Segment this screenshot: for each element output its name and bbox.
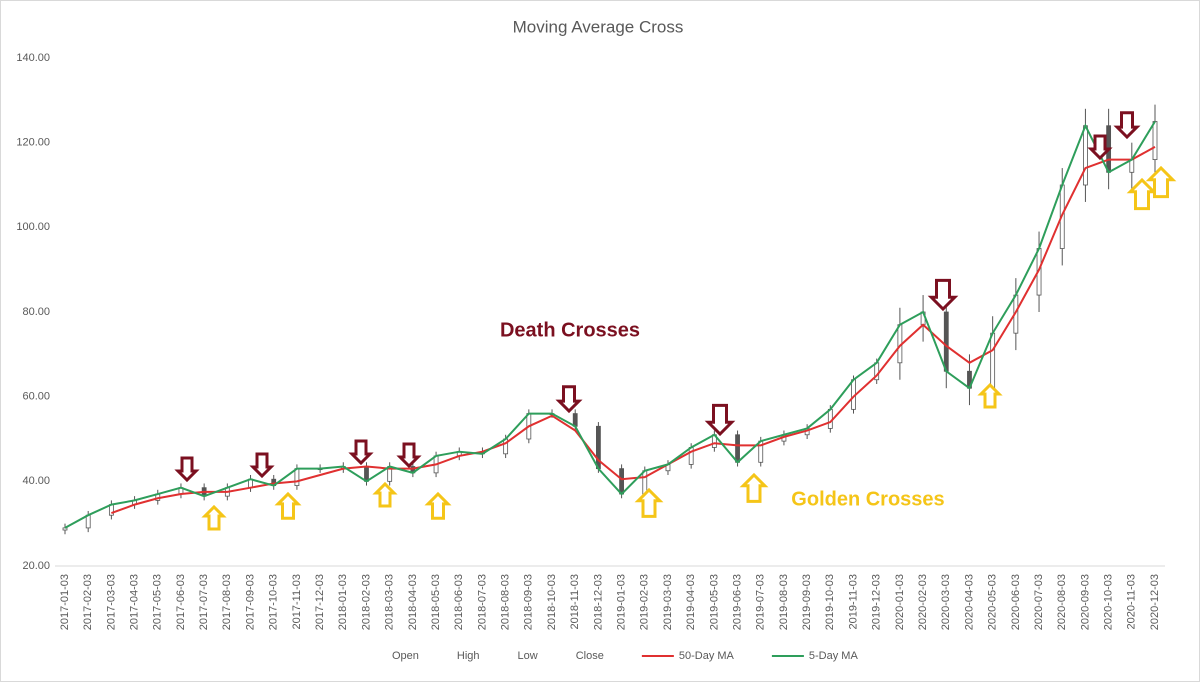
x-tick-label: 2020-10-03 bbox=[1103, 574, 1115, 630]
y-tick-label: 20.00 bbox=[22, 560, 50, 572]
x-tick-label: 2018-11-03 bbox=[569, 574, 581, 629]
annotation: Death Crosses bbox=[500, 319, 640, 341]
x-tick-label: 2019-05-03 bbox=[708, 574, 720, 630]
arrow bbox=[739, 472, 769, 503]
y-tick-label: 80.00 bbox=[22, 306, 50, 318]
candle-body bbox=[827, 408, 833, 429]
x-tick-label: 2020-07-03 bbox=[1033, 574, 1045, 630]
x-tick-label: 2017-07-03 bbox=[198, 574, 210, 630]
candle-body bbox=[735, 434, 740, 463]
candle-body bbox=[688, 447, 694, 465]
y-tick-label: 140.00 bbox=[16, 52, 50, 64]
legend-label: Open bbox=[392, 650, 419, 662]
x-tick-label: 2018-09-03 bbox=[523, 574, 535, 630]
x-tick-label: 2018-06-03 bbox=[453, 574, 465, 630]
arrow bbox=[372, 481, 398, 508]
ma-line bbox=[64, 120, 1156, 529]
x-tick-label: 2017-09-03 bbox=[244, 574, 256, 630]
arrow bbox=[424, 491, 452, 520]
x-tick-label: 2020-03-03 bbox=[940, 574, 952, 630]
x-tick-label: 2019-12-03 bbox=[871, 574, 883, 630]
candle-body bbox=[294, 468, 300, 486]
arrow bbox=[348, 439, 374, 466]
legend-label: 50-Day MA bbox=[679, 650, 735, 662]
candle-body bbox=[943, 311, 949, 372]
arrow bbox=[927, 278, 959, 312]
x-tick-label: 2017-08-03 bbox=[221, 574, 233, 630]
x-tick-label: 2017-02-03 bbox=[82, 574, 94, 630]
arrow bbox=[1126, 177, 1158, 211]
y-tick-label: 60.00 bbox=[22, 391, 50, 403]
arrow bbox=[249, 452, 275, 479]
x-tick-label: 2019-07-03 bbox=[755, 574, 767, 630]
x-tick-label: 2019-02-03 bbox=[639, 574, 651, 630]
x-tick-label: 2020-11-03 bbox=[1126, 574, 1138, 629]
y-tick-label: 120.00 bbox=[16, 137, 50, 149]
x-tick-label: 2018-07-03 bbox=[476, 574, 488, 630]
arrow bbox=[201, 504, 227, 531]
x-tick-label: 2020-09-03 bbox=[1079, 574, 1091, 630]
x-tick-label: 2017-06-03 bbox=[175, 574, 187, 630]
legend-label: High bbox=[457, 650, 480, 662]
x-tick-label: 2019-06-03 bbox=[731, 574, 743, 630]
arrow bbox=[704, 403, 736, 437]
x-tick-label: 2020-04-03 bbox=[963, 574, 975, 630]
x-tick-label: 2020-01-03 bbox=[894, 574, 906, 630]
legend-label: Low bbox=[518, 650, 538, 662]
x-tick-label: 2017-01-03 bbox=[59, 574, 71, 630]
x-tick-label: 2020-06-03 bbox=[1010, 574, 1022, 630]
x-tick-label: 2020-08-03 bbox=[1056, 574, 1068, 630]
x-tick-label: 2018-01-03 bbox=[337, 574, 349, 630]
x-tick-label: 2017-10-03 bbox=[268, 574, 280, 630]
y-tick-label: 100.00 bbox=[16, 221, 50, 233]
x-tick-label: 2020-02-03 bbox=[917, 574, 929, 630]
annotation: Golden Crosses bbox=[791, 488, 944, 510]
x-tick-label: 2019-03-03 bbox=[662, 574, 674, 630]
x-tick-label: 2018-12-03 bbox=[592, 574, 604, 630]
x-tick-label: 2017-04-03 bbox=[128, 574, 140, 630]
arrow bbox=[396, 442, 422, 469]
arrow bbox=[977, 382, 1003, 409]
legend-label: 5-Day MA bbox=[809, 650, 859, 662]
candle-body bbox=[642, 470, 648, 495]
x-tick-label: 2019-08-03 bbox=[778, 574, 790, 630]
x-tick-label: 2019-10-03 bbox=[824, 574, 836, 630]
candle-body bbox=[990, 332, 996, 389]
x-tick-label: 2020-05-03 bbox=[987, 574, 999, 630]
arrow bbox=[1145, 165, 1177, 199]
x-tick-label: 2018-10-03 bbox=[546, 574, 558, 630]
candle-body bbox=[364, 466, 369, 482]
arrow bbox=[1113, 111, 1141, 140]
y-tick-label: 40.00 bbox=[22, 475, 50, 487]
arrow bbox=[634, 487, 664, 518]
chart-title: Moving Average Cross bbox=[513, 17, 684, 36]
x-tick-label: 2018-08-03 bbox=[500, 574, 512, 630]
x-tick-label: 2018-03-03 bbox=[384, 574, 396, 630]
x-tick-label: 2017-11-03 bbox=[291, 574, 303, 629]
arrow bbox=[274, 491, 302, 520]
x-tick-label: 2019-09-03 bbox=[801, 574, 813, 630]
candle-body bbox=[1083, 125, 1088, 186]
legend-label: Close bbox=[576, 650, 604, 662]
arrow bbox=[1087, 134, 1113, 161]
x-tick-label: 2018-02-03 bbox=[360, 574, 372, 630]
x-tick-label: 2018-04-03 bbox=[407, 574, 419, 630]
x-tick-label: 2017-12-03 bbox=[314, 574, 326, 630]
arrow bbox=[174, 456, 200, 483]
x-tick-label: 2020-12-03 bbox=[1149, 574, 1161, 630]
x-tick-label: 2019-01-03 bbox=[616, 574, 628, 630]
x-tick-label: 2019-11-03 bbox=[847, 574, 859, 629]
x-tick-label: 2019-04-03 bbox=[685, 574, 697, 630]
x-tick-label: 2017-03-03 bbox=[105, 574, 117, 630]
x-tick-label: 2018-05-03 bbox=[430, 574, 442, 630]
candle-body bbox=[1152, 121, 1158, 160]
x-tick-label: 2017-05-03 bbox=[152, 574, 164, 630]
arrow bbox=[555, 385, 583, 414]
candle-body bbox=[619, 468, 624, 495]
ma-line bbox=[111, 146, 1156, 515]
